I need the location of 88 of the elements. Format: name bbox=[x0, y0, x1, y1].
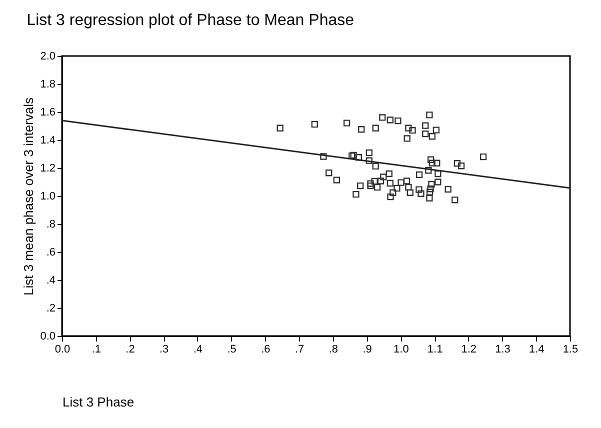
point bbox=[444, 186, 452, 193]
point bbox=[367, 182, 374, 190]
point bbox=[386, 170, 392, 178]
point bbox=[333, 176, 340, 184]
point bbox=[355, 154, 362, 161]
point bbox=[377, 178, 384, 184]
x-tick-label: 1.0 bbox=[394, 344, 409, 356]
x-tick-label: .7 bbox=[294, 344, 304, 356]
point bbox=[458, 162, 465, 170]
y-tick-label: .6 bbox=[46, 246, 56, 258]
point bbox=[416, 186, 422, 193]
point bbox=[427, 156, 434, 163]
y-tick-label: .4 bbox=[46, 274, 56, 286]
y-tick-label: 1.2 bbox=[40, 162, 56, 174]
point bbox=[425, 167, 432, 174]
x-tick-label: .3 bbox=[160, 344, 169, 356]
point bbox=[379, 114, 386, 121]
point bbox=[372, 162, 379, 170]
y-tick-label: 1.8 bbox=[40, 78, 56, 90]
point bbox=[426, 188, 434, 196]
y-tick-label: .2 bbox=[46, 302, 56, 314]
x-tick-label: 1.3 bbox=[495, 344, 510, 356]
point bbox=[320, 153, 327, 160]
y-tick-label: 1.4 bbox=[40, 134, 56, 146]
y-tick-label: .8 bbox=[46, 218, 56, 230]
point bbox=[276, 124, 284, 132]
point bbox=[422, 130, 429, 138]
point bbox=[358, 126, 365, 133]
point bbox=[405, 124, 412, 132]
point bbox=[405, 184, 412, 191]
y-tick-label: 2.0 bbox=[40, 50, 56, 62]
point bbox=[422, 122, 429, 129]
point bbox=[326, 170, 332, 176]
point bbox=[357, 182, 364, 190]
point bbox=[371, 178, 378, 185]
y-axis-title: List 3 mean phase over 3 intervals bbox=[21, 97, 36, 296]
y-tick-label: 1.6 bbox=[40, 106, 56, 118]
point bbox=[311, 120, 318, 128]
x-tick-label: .8 bbox=[328, 344, 338, 356]
point bbox=[390, 189, 396, 196]
x-axis-title: List 3 Phase bbox=[62, 394, 134, 410]
point bbox=[428, 133, 436, 140]
point bbox=[416, 171, 423, 178]
point bbox=[372, 124, 379, 132]
x-tick-label: 1.2 bbox=[461, 344, 477, 356]
point bbox=[434, 160, 440, 166]
x-tick-label: .1 bbox=[92, 344, 101, 356]
point bbox=[434, 170, 442, 178]
x-tick-label: 1.1 bbox=[427, 344, 443, 356]
point bbox=[432, 126, 440, 134]
point bbox=[434, 178, 442, 186]
point bbox=[343, 120, 350, 126]
point bbox=[394, 184, 400, 192]
point bbox=[427, 186, 434, 192]
x-tick-label: .6 bbox=[261, 344, 270, 356]
x-tick-label: 0.0 bbox=[54, 344, 70, 356]
point bbox=[366, 157, 373, 164]
point bbox=[387, 194, 394, 200]
x-tick-label: .9 bbox=[362, 344, 372, 356]
point bbox=[374, 184, 381, 191]
point bbox=[418, 190, 424, 197]
point bbox=[426, 194, 433, 202]
point bbox=[398, 179, 404, 186]
point bbox=[428, 160, 436, 166]
point bbox=[394, 117, 402, 124]
point bbox=[403, 178, 410, 184]
x-tick-label: 1.4 bbox=[528, 344, 544, 356]
point bbox=[406, 189, 414, 196]
x-tick-label: 1.5 bbox=[562, 344, 578, 356]
point bbox=[426, 112, 433, 118]
point bbox=[367, 180, 374, 187]
point bbox=[409, 127, 416, 134]
point bbox=[386, 180, 394, 187]
point bbox=[386, 116, 394, 124]
y-tick-label: 0.0 bbox=[40, 330, 56, 342]
point bbox=[366, 149, 373, 156]
x-tick-label: .2 bbox=[126, 344, 135, 356]
point bbox=[452, 196, 458, 204]
y-tick-label: 1.0 bbox=[40, 190, 56, 202]
point bbox=[480, 153, 487, 160]
point bbox=[454, 160, 461, 167]
point bbox=[380, 174, 387, 180]
chart-title: List 3 regression plot of Phase to Mean Phase bbox=[26, 12, 354, 29]
point bbox=[352, 190, 360, 198]
x-tick-label: .4 bbox=[193, 344, 203, 356]
point bbox=[404, 135, 410, 142]
point bbox=[428, 180, 435, 188]
x-tick-label: .5 bbox=[227, 344, 236, 356]
